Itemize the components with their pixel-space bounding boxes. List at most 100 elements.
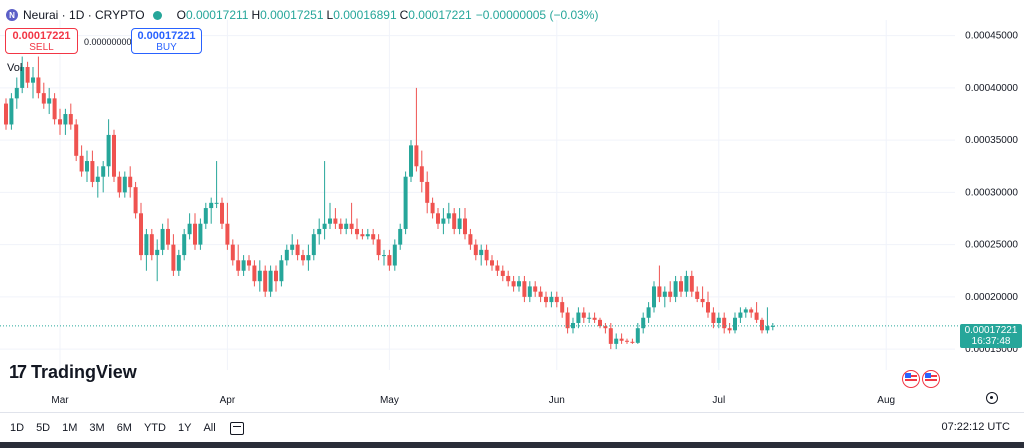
sell-price: 0.00017221 [12, 30, 71, 42]
candle-body [117, 176, 122, 193]
candle-body [673, 281, 678, 297]
candle-body [635, 328, 640, 343]
candle-body [279, 260, 284, 282]
candle-body [382, 255, 386, 257]
candle-body [122, 176, 127, 193]
candle-body [79, 155, 84, 172]
chart-grid [0, 20, 955, 370]
buy-label: BUY [156, 42, 177, 53]
candle-body [657, 286, 662, 297]
symbol-title[interactable]: Neurai · 1D · CRYPTO [23, 8, 145, 22]
candle-body [554, 296, 559, 303]
candle-body [765, 326, 770, 331]
candle-body [581, 312, 586, 318]
time-axis: Mar Apr May Jun Jul Aug [51, 395, 895, 406]
candle-body [365, 234, 370, 237]
candle-body [511, 281, 516, 287]
flag-icon[interactable] [922, 370, 940, 388]
volume-label[interactable]: Vol [7, 62, 23, 74]
candle-body [689, 275, 694, 292]
utc-clock[interactable]: 07:22:12 UTC [941, 421, 1010, 433]
range-5d[interactable]: 5D [36, 422, 51, 434]
y-tick-label: 0.00045000 [965, 31, 1018, 42]
candle-body [441, 218, 446, 224]
candle-body [544, 296, 548, 303]
candle-body [274, 270, 278, 282]
candle-body [479, 249, 484, 256]
candle-body [495, 265, 500, 271]
candle-body [41, 93, 46, 104]
candle-body [760, 319, 764, 331]
candle-body [209, 202, 214, 209]
candle-body [214, 202, 219, 204]
candle-body [587, 317, 592, 319]
sell-button[interactable]: 0.00017221 SELL [5, 28, 78, 54]
brand-name: TradingView [31, 362, 137, 382]
candle-body [230, 244, 235, 261]
x-tick-label: Mar [51, 395, 69, 406]
range-6m[interactable]: 6M [116, 422, 132, 434]
candle-body [225, 223, 230, 245]
range-1m[interactable]: 1M [62, 422, 78, 434]
candle-body [187, 223, 192, 235]
candle-body [392, 244, 397, 266]
candle-body [425, 181, 430, 203]
candle-body [603, 326, 608, 329]
candle-body [328, 218, 332, 224]
range-ytd[interactable]: YTD [143, 422, 166, 434]
candle-body [193, 223, 197, 245]
range-all[interactable]: All [203, 422, 216, 434]
flag-icon[interactable] [902, 370, 920, 388]
candle-body [468, 234, 473, 245]
candle-body [641, 317, 646, 329]
candle-body [506, 275, 511, 282]
candle-body [700, 298, 705, 303]
tradingview-logo[interactable]: 17 TradingView [9, 362, 137, 383]
candle-body [106, 134, 111, 167]
candle-body [220, 202, 224, 224]
range-1y[interactable]: 1Y [177, 422, 192, 434]
candle-body [770, 325, 775, 327]
candle-body [630, 341, 635, 343]
candle-body [452, 213, 457, 229]
low-value: 0.00016891 [333, 8, 397, 22]
candle-body [128, 176, 133, 188]
candle-body [9, 98, 14, 125]
candle-body [668, 291, 673, 297]
candle-body [608, 328, 613, 344]
tradingview-mark-icon: 17 [9, 362, 27, 382]
candle-body [727, 328, 732, 331]
candle-body [749, 309, 754, 313]
candlestick-chart[interactable]: 0.00045000 0.00040000 0.00035000 0.00030000… [0, 0, 1024, 412]
candle-body [614, 338, 619, 344]
close-value: 0.00017221 [408, 8, 472, 22]
candle-body [743, 309, 748, 313]
x-tick-label: May [380, 395, 399, 406]
candle-body [74, 124, 79, 156]
candle-body [662, 291, 667, 297]
candle-body [247, 260, 251, 266]
candle-body [490, 260, 494, 266]
candle-body [706, 302, 710, 313]
candle-body [166, 228, 170, 245]
candle-body [311, 234, 316, 256]
candle-body [257, 270, 262, 282]
symbol-header[interactable]: N Neurai · 1D · CRYPTO O 0.00017211 H 0.00… [6, 8, 598, 22]
calendar-icon[interactable] [229, 421, 244, 435]
range-1d[interactable]: 1D [10, 422, 25, 434]
spread-value: 0.00000000 [84, 37, 132, 47]
candle-body [68, 114, 73, 125]
candle-body [36, 77, 41, 94]
buy-button[interactable]: 0.00017221 BUY [131, 28, 202, 54]
candle-body [290, 244, 295, 250]
candle-body [149, 234, 154, 256]
range-3m[interactable]: 3M [89, 422, 105, 434]
settings-icon[interactable] [986, 392, 998, 404]
candle-body [500, 270, 505, 276]
x-tick-label: Jul [712, 395, 725, 406]
candle-body [679, 281, 683, 292]
candle-body [522, 281, 527, 297]
candle-body [436, 213, 440, 224]
candle-body [576, 312, 581, 323]
candle-body [598, 319, 602, 327]
